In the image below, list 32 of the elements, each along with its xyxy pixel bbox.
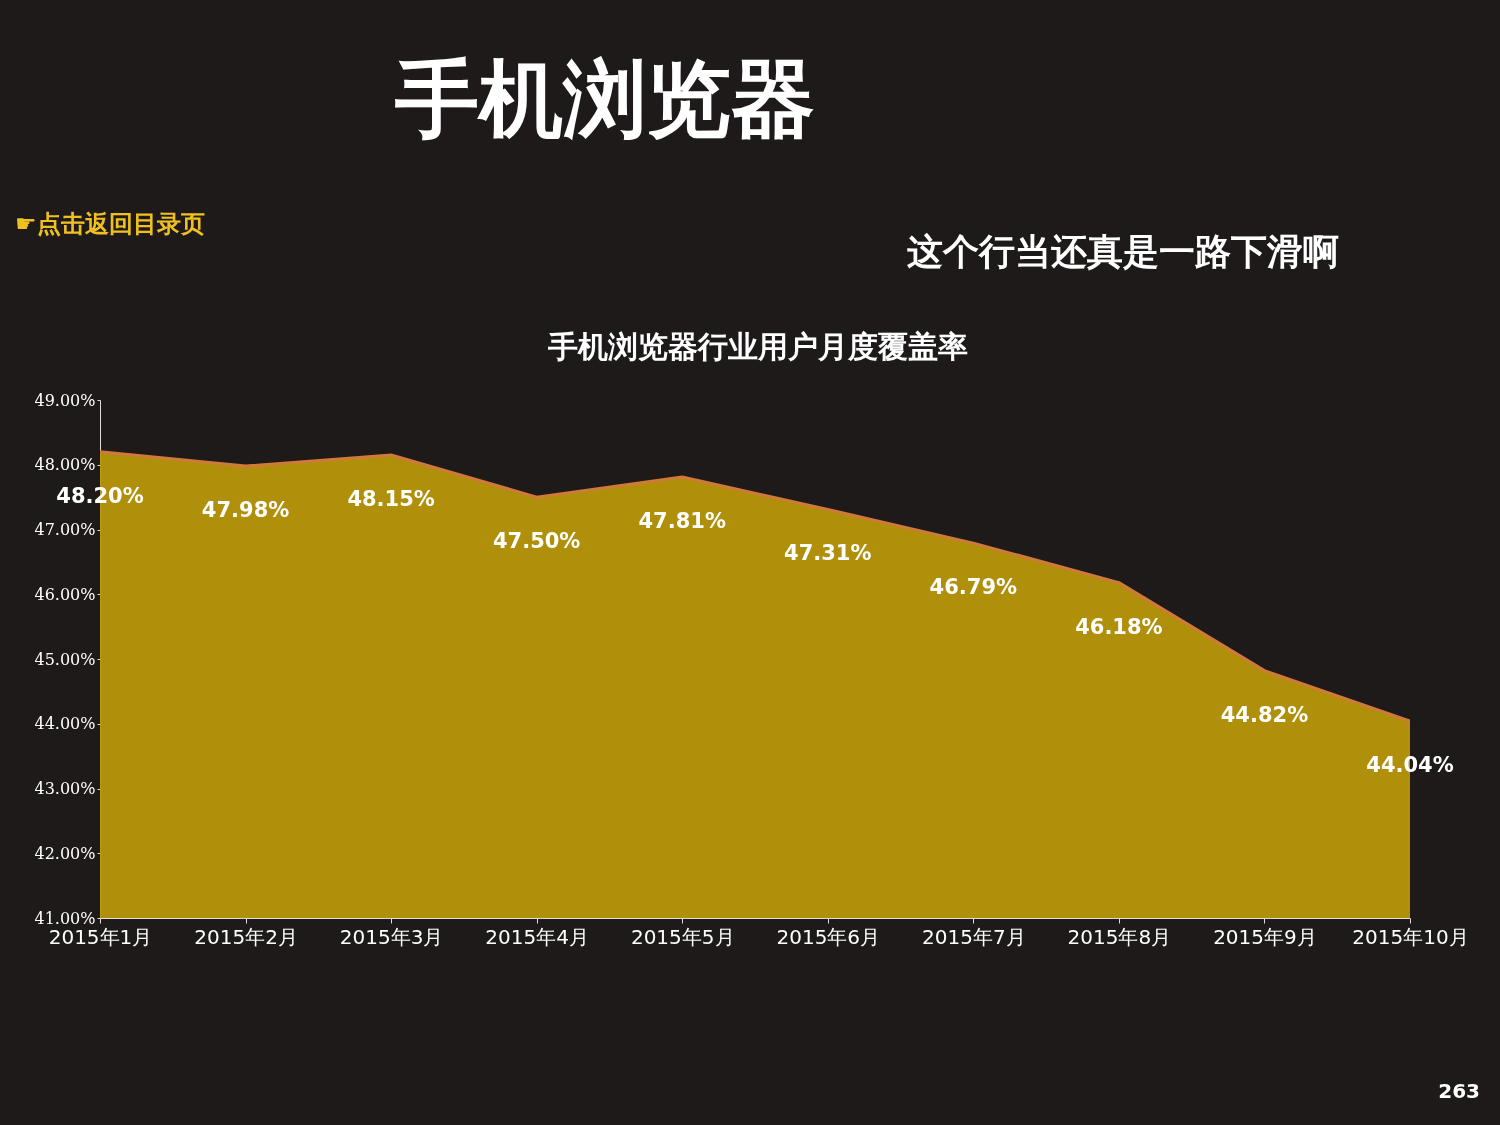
data-label: 47.81% — [638, 509, 726, 534]
data-label: 44.82% — [1220, 702, 1309, 727]
data-label: 47.98% — [201, 498, 290, 523]
chart-title: 手机浏览器行业用户月度覆盖率 — [547, 329, 968, 364]
y-tick-label: 45.00% — [34, 649, 96, 669]
data-label: 48.15% — [347, 487, 435, 512]
data-label: 47.31% — [784, 541, 872, 566]
y-tick-label: 48.00% — [34, 455, 96, 475]
x-tick-label: 2015年8月 — [1067, 924, 1172, 949]
y-tick-label: 44.00% — [34, 714, 96, 734]
data-label: 44.04% — [1366, 753, 1454, 778]
x-tick-label: 2015年6月 — [776, 924, 881, 949]
text: 263 — [1438, 1079, 1480, 1103]
data-label: 46.79% — [929, 575, 1018, 600]
x-tick-label: 2015年2月 — [194, 924, 298, 949]
data-label: 47.50% — [492, 529, 581, 554]
x-tick-label: 2015年4月 — [485, 924, 589, 949]
text: 手机浏览器 — [395, 50, 815, 148]
y-tick-label: 42.00% — [34, 843, 96, 863]
y-tick-label: 46.00% — [34, 584, 96, 604]
data-label: 48.20% — [56, 483, 144, 508]
chart-subtitle: 这个行当还真是一路下滑啊 — [907, 231, 1339, 272]
y-tick-label: 47.00% — [34, 520, 96, 539]
data-label: 46.18% — [1075, 614, 1163, 639]
x-tick-label: 2015年3月 — [339, 924, 444, 949]
x-tick-label: 2015年9月 — [1213, 924, 1317, 949]
x-tick-label: 2015年7月 — [922, 924, 1026, 949]
text: ☛点击返回目录页 — [15, 210, 205, 238]
x-tick-label: 2015年10月 — [1352, 924, 1469, 949]
y-tick-label: 43.00% — [34, 779, 96, 798]
y-tick-label: 49.00% — [34, 390, 96, 410]
x-tick-label: 2015年5月 — [630, 924, 735, 949]
